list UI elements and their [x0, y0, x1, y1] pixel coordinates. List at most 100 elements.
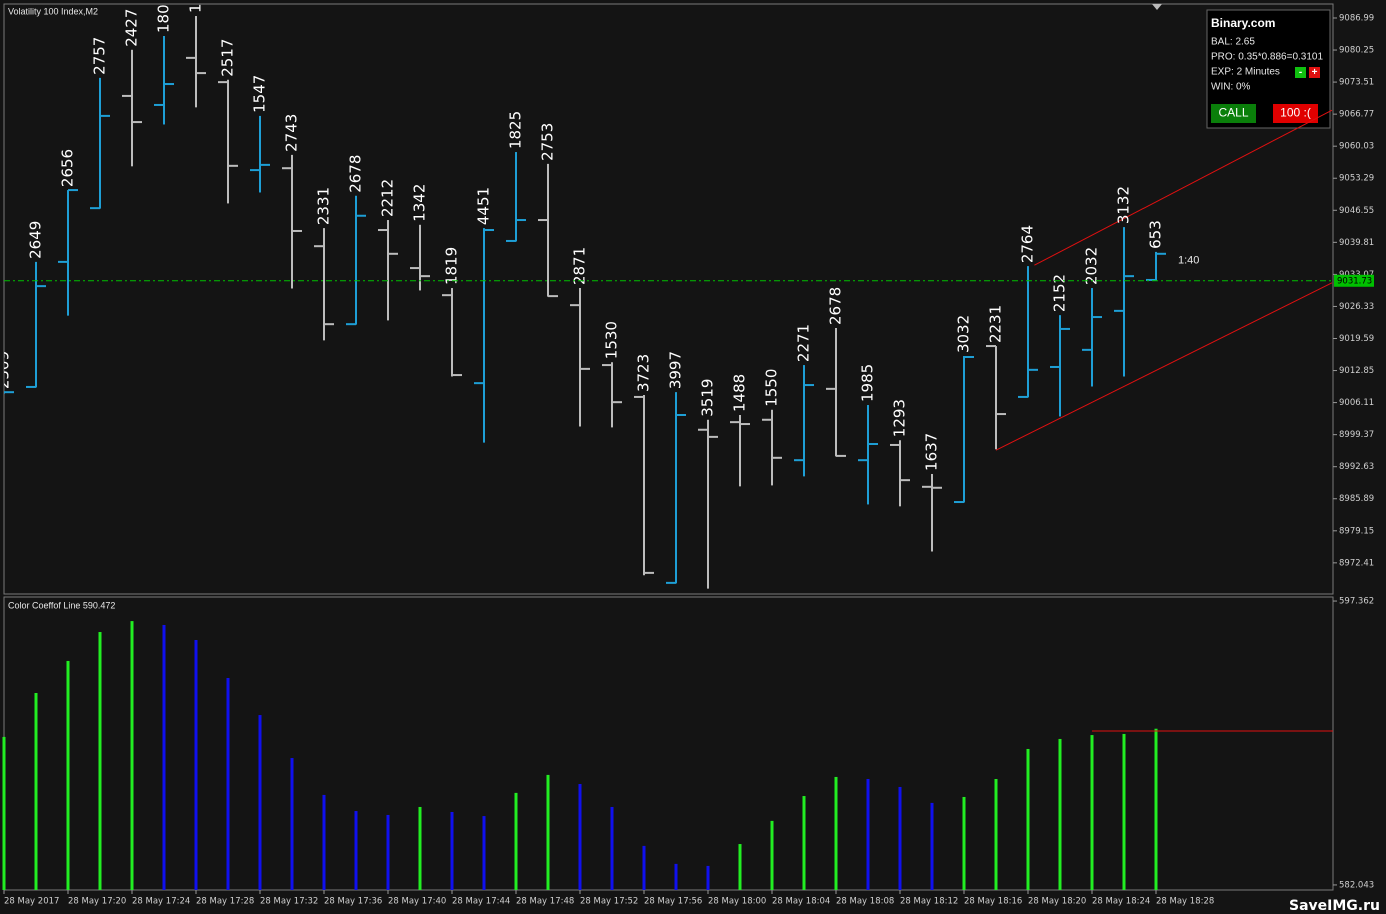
indicator-title: Color Coeffof Line 590.472	[8, 600, 115, 610]
x-tick-label: 28 May 17:36	[324, 897, 382, 907]
x-tick-label: 28 May 18:20	[1028, 897, 1086, 907]
volume-label: 2656	[59, 149, 77, 187]
volume-label: 1825	[507, 111, 525, 149]
current-price-label: 9031.73	[1337, 276, 1372, 286]
y-tick-label: 582.043	[1339, 880, 1374, 890]
volume-label: 2509	[0, 351, 13, 389]
volume-label: 1547	[251, 75, 269, 113]
volume-label: 2757	[91, 37, 109, 75]
y-tick-label: 9066.77	[1339, 110, 1374, 120]
volume-label: 1800	[155, 0, 173, 33]
minus-label[interactable]: -	[1299, 67, 1302, 78]
x-tick-label: 28 May 17:48	[516, 897, 574, 907]
volume-label: 2743	[283, 114, 301, 152]
x-tick-label: 28 May 17:24	[132, 897, 190, 907]
x-tick-label: 28 May 17:56	[644, 897, 702, 907]
y-tick-label: 9080.25	[1339, 46, 1374, 56]
volume-label: 1342	[411, 184, 429, 222]
histogram-bar	[1090, 735, 1094, 890]
plus-label[interactable]: +	[1312, 67, 1318, 78]
volume-label: 2427	[123, 9, 141, 47]
histogram-bar	[802, 796, 806, 890]
volume-label: 2764	[1019, 225, 1037, 263]
histogram-bar	[930, 802, 934, 890]
histogram-bar	[418, 806, 422, 890]
histogram-bar	[2, 736, 6, 890]
volume-label: 1530	[603, 321, 621, 359]
histogram-bar	[834, 776, 838, 890]
y-tick-label: 8999.37	[1339, 430, 1374, 440]
y-tick-label: 8992.63	[1339, 462, 1374, 472]
histogram-bar	[738, 844, 742, 890]
call-button[interactable]	[1211, 104, 1256, 123]
histogram-bar	[162, 624, 166, 890]
volume-label: 653	[1147, 220, 1165, 249]
trendline	[995, 282, 1333, 451]
histogram-bar	[770, 820, 774, 890]
trade-panel: Binary.com BAL: 2.65 PRO: 0.35*0.886=0.3…	[1206, 9, 1331, 129]
histogram-bar	[898, 786, 902, 890]
call-label[interactable]: CALL	[1218, 106, 1248, 120]
volume-label: 2331	[315, 187, 333, 225]
balance: BAL: 2.65	[1211, 37, 1255, 48]
current-price-box	[1334, 274, 1374, 287]
histogram-bar	[962, 796, 966, 890]
histogram-bar	[994, 778, 998, 890]
histogram-bar	[578, 783, 582, 890]
x-tick-label: 28 May 18:08	[836, 897, 894, 907]
y-tick-label: 8985.89	[1339, 494, 1374, 504]
profit: PRO: 0.35*0.886=0.3101	[1211, 52, 1323, 63]
y-tick-label: 9086.99	[1339, 13, 1374, 23]
volume-label: 2678	[347, 155, 365, 193]
volume-label: 3132	[1115, 186, 1133, 224]
chart-title: Volatility 100 Index,M2	[8, 6, 98, 16]
y-tick-label: 597.362	[1339, 597, 1374, 607]
y-tick-label: 8979.15	[1339, 526, 1374, 536]
minus-button[interactable]	[1295, 67, 1306, 78]
plus-button[interactable]	[1309, 67, 1320, 78]
x-tick-label: 28 May 17:28	[196, 897, 254, 907]
volume-label: 2649	[27, 221, 45, 259]
histogram-bar	[450, 811, 454, 890]
histogram-bar	[1154, 728, 1158, 890]
volume-label: 2871	[571, 247, 589, 285]
histogram-bar	[386, 814, 390, 890]
shift-marker	[1152, 4, 1162, 10]
histogram-bar	[866, 778, 870, 890]
histogram-bar	[226, 677, 230, 890]
x-tick-label: 28 May 17:20	[68, 897, 126, 907]
histogram-bar	[642, 845, 646, 890]
put-button[interactable]	[1273, 104, 1318, 123]
expiry: EXP: 2 Minutes	[1211, 67, 1280, 78]
histogram-bar	[34, 692, 38, 890]
price-plot: 2509 2649 2656 2757 2427 1800 1 2517 1547 2743 233…	[0, 0, 1333, 589]
histogram-bar	[98, 632, 102, 890]
histogram-bar	[514, 792, 518, 890]
volume-label: 1985	[859, 364, 877, 402]
volume-label: 1488	[731, 374, 749, 412]
histogram-bar	[482, 816, 486, 890]
histogram-bar	[1058, 738, 1062, 890]
x-tick-label: 28 May 18:04	[772, 897, 830, 907]
volume-label: 2231	[987, 305, 1005, 343]
volume-label: 2212	[379, 179, 397, 217]
x-tick-label: 28 May 17:52	[580, 897, 638, 907]
x-tick-label: 28 May 2017	[4, 897, 59, 907]
volume-label: 2678	[827, 287, 845, 325]
histogram-bar	[194, 639, 198, 890]
put-label[interactable]: 100 :(	[1280, 106, 1311, 120]
histogram-bar	[130, 621, 134, 890]
histogram-bar	[1026, 748, 1030, 890]
brand: Binary.com	[1211, 16, 1275, 30]
x-tick-label: 28 May 18:28	[1156, 897, 1214, 907]
histogram-bar	[610, 806, 614, 890]
volume-label: 3032	[955, 315, 973, 353]
main-panel	[3, 3, 1334, 595]
y-tick-label: 8972.41	[1339, 558, 1374, 568]
volume-label: 1293	[891, 399, 909, 437]
histogram-bar	[290, 758, 294, 890]
histogram-bar	[66, 660, 70, 890]
y-tick-label: 9053.29	[1339, 174, 1374, 184]
histogram-bar	[1122, 733, 1126, 890]
